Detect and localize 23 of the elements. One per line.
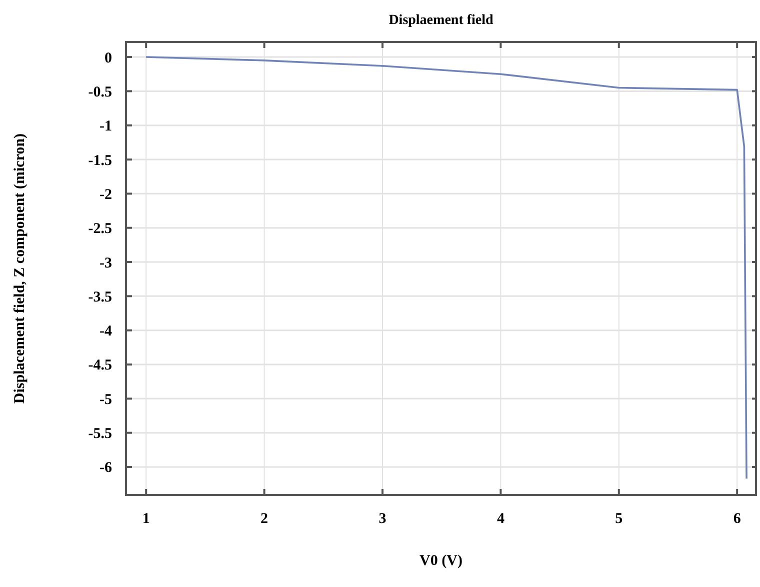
y-tick-label: -2.5 — [88, 221, 112, 238]
x-tick-label: 2 — [260, 511, 268, 527]
y-tick-label: -5.5 — [88, 426, 112, 442]
y-tick-label: -3.5 — [88, 289, 112, 306]
x-tick-label: 1 — [142, 511, 150, 527]
y-tick-label: -6 — [100, 460, 112, 476]
x-axis-title: V0 (V) — [420, 553, 462, 569]
y-tick-label: -5 — [100, 392, 112, 408]
x-tick-label: 3 — [378, 511, 386, 527]
y-tick-label: -0.5 — [88, 84, 112, 100]
chart-title: Displaement field — [388, 13, 494, 28]
y-tick-label: -4 — [100, 324, 112, 340]
y-tick-label: 0 — [104, 50, 112, 66]
line-series — [145, 56, 748, 480]
y-tick-label: -1.5 — [88, 152, 112, 169]
y-tick-label: -3 — [100, 255, 112, 272]
y-axis-title: Displacement field, Z component (micron) — [12, 133, 28, 404]
y-tick-label: -2 — [100, 186, 112, 203]
y-tick-label: -4.5 — [88, 358, 112, 374]
x-tick-label: 6 — [733, 511, 742, 527]
x-tick-label: 4 — [496, 511, 505, 527]
y-tick-label: -1 — [100, 118, 112, 135]
x-tick-label: 5 — [615, 511, 623, 527]
